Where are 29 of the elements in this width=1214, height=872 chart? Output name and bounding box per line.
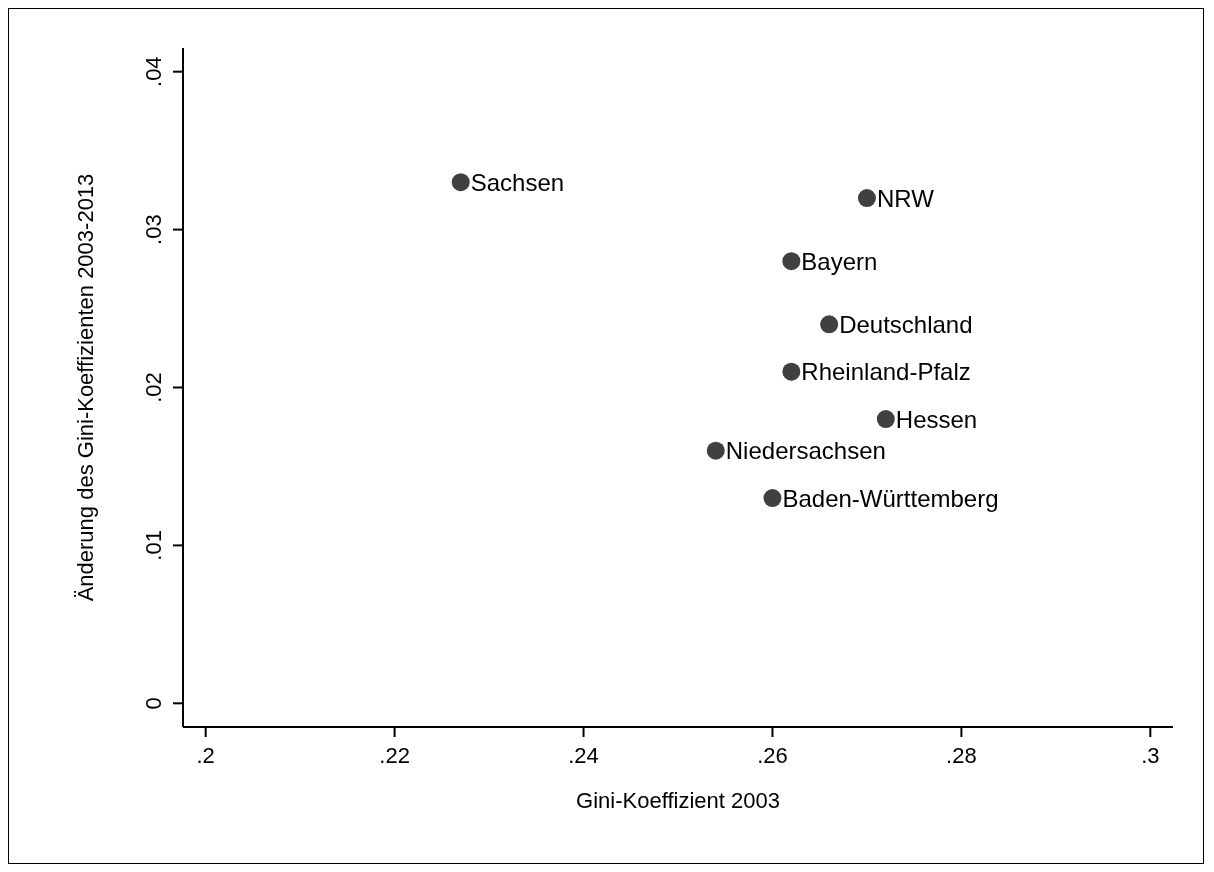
annotation: Niedersachsen xyxy=(725,437,886,465)
x-tick-label: .22 xyxy=(379,742,410,768)
point xyxy=(876,410,895,429)
annotation: NRW xyxy=(876,184,935,212)
annotation: Baden-Württemberg xyxy=(782,484,999,512)
x-tick-label: .24 xyxy=(568,742,599,768)
x-tick-label: .2 xyxy=(196,742,215,768)
annotation: Rheinland-Pfalz xyxy=(801,358,971,386)
point xyxy=(782,362,801,381)
annotation: Hessen xyxy=(895,405,978,433)
annotation: Deutschland xyxy=(839,310,973,338)
point xyxy=(857,189,876,208)
point xyxy=(451,173,470,192)
y-tick-label: .02 xyxy=(141,372,166,403)
y-tick-label: 0 xyxy=(141,697,166,710)
y-axis-title: Änderung des Gini-Koeffizienten 2003-2013 xyxy=(72,173,98,602)
point xyxy=(782,252,801,271)
annotation: Bayern xyxy=(801,247,878,275)
x-tick-label: .3 xyxy=(1141,742,1160,768)
x-axis-title: Gini-Koeffizient 2003 xyxy=(576,787,780,813)
point xyxy=(820,315,839,334)
point xyxy=(706,441,725,460)
y-tick-label: .01 xyxy=(141,530,166,561)
x-tick-label: .28 xyxy=(946,742,977,768)
y-tick-label: .03 xyxy=(141,214,166,245)
x-tick-label: .26 xyxy=(757,742,788,768)
y-tick-label: .04 xyxy=(141,56,166,87)
point xyxy=(763,489,782,508)
annotation: Sachsen xyxy=(470,168,565,196)
